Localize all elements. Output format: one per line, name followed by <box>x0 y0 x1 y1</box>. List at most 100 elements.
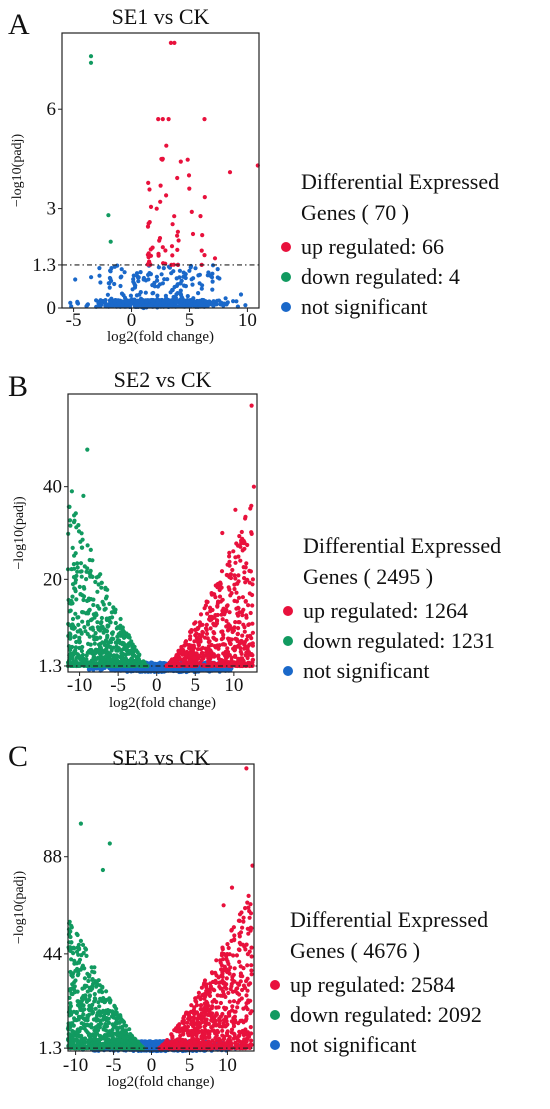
ns-point <box>105 292 110 297</box>
down-point <box>123 643 129 648</box>
down-point <box>109 657 114 663</box>
down-point <box>121 1045 126 1050</box>
down-point <box>107 601 112 606</box>
up-point <box>227 999 232 1004</box>
down-point <box>104 617 109 623</box>
up-point <box>179 644 184 650</box>
up-point <box>250 657 256 662</box>
up-point <box>243 514 248 519</box>
down-point <box>97 989 102 994</box>
down-point <box>93 1031 98 1036</box>
down-point <box>79 531 84 536</box>
down-point <box>71 575 77 580</box>
up-point <box>204 650 209 655</box>
up-point <box>221 606 226 611</box>
down-point <box>127 1027 132 1032</box>
up-point <box>215 612 220 618</box>
down-point <box>85 543 90 548</box>
down-point <box>73 611 78 616</box>
down-point <box>102 1015 107 1020</box>
ns-point <box>183 284 188 289</box>
up-point <box>203 663 208 669</box>
up-point <box>163 248 168 253</box>
ns-point <box>183 275 188 281</box>
up-point <box>177 656 182 661</box>
down-point <box>97 1022 102 1027</box>
down-point <box>90 1011 95 1016</box>
ns-point <box>98 280 103 285</box>
down-point <box>91 654 97 659</box>
up-point <box>147 220 152 225</box>
down-point <box>113 1021 118 1026</box>
up-point <box>188 663 193 668</box>
down-point <box>67 919 72 924</box>
ns-point <box>122 270 127 275</box>
ns-point <box>225 300 230 305</box>
down-point <box>97 651 102 656</box>
down-point <box>96 1038 101 1043</box>
down-point <box>75 569 80 574</box>
down-point <box>99 626 104 632</box>
down-point <box>69 957 74 962</box>
up-point <box>190 231 196 237</box>
down-point <box>84 577 89 582</box>
down-point <box>110 615 115 620</box>
down-point <box>86 598 91 603</box>
up-point <box>213 583 218 588</box>
down-point <box>68 608 73 613</box>
plot-frame <box>61 32 260 309</box>
ns-point <box>205 303 210 308</box>
ns-point <box>138 270 143 275</box>
x-tick-label: 10 <box>238 310 257 331</box>
up-point <box>188 652 193 657</box>
down-point <box>71 626 76 631</box>
ns-point <box>89 275 94 280</box>
down-point <box>92 970 97 975</box>
down-point <box>84 1023 89 1028</box>
down-point <box>115 1013 120 1018</box>
ns-point <box>199 286 204 291</box>
ns-point <box>174 300 179 305</box>
down-point <box>71 562 76 567</box>
down-point <box>92 1037 97 1042</box>
down-point <box>81 996 87 1001</box>
ns-point <box>171 269 176 274</box>
down-point <box>78 938 83 943</box>
ns-point <box>97 273 102 278</box>
down-point <box>67 647 72 652</box>
legend-ns-label: not significant <box>303 658 430 683</box>
ns-point <box>179 295 185 300</box>
down-point <box>86 649 92 654</box>
down-point <box>107 619 113 624</box>
up-point <box>234 590 239 595</box>
down-point <box>78 569 83 574</box>
ns-point <box>147 271 152 276</box>
down-point <box>95 1010 100 1016</box>
up-point <box>235 631 240 636</box>
ns-point <box>75 301 81 306</box>
up-point <box>205 611 210 616</box>
up-point <box>239 529 244 535</box>
x-tick-label: 10 <box>224 675 243 696</box>
up-point <box>247 568 252 573</box>
down-point <box>70 594 75 599</box>
down-point <box>121 663 126 668</box>
up-point <box>221 632 226 637</box>
x-tick-label: 0 <box>127 310 137 331</box>
down-point <box>130 642 135 647</box>
down-point <box>121 652 126 657</box>
down-point <box>108 239 113 244</box>
up-point <box>164 143 169 148</box>
legend-up-regulated: up regulated: 1264 <box>283 596 501 626</box>
down-point <box>129 656 134 661</box>
up-point <box>248 506 253 511</box>
ns-point <box>177 268 182 273</box>
up-point <box>198 214 203 219</box>
down-point <box>113 620 118 626</box>
down-point <box>72 513 77 518</box>
up-point <box>224 604 229 609</box>
up-point <box>219 637 224 642</box>
plot-frame <box>67 393 258 673</box>
x-tick-label: -5 <box>66 310 82 331</box>
up-point <box>202 253 207 258</box>
